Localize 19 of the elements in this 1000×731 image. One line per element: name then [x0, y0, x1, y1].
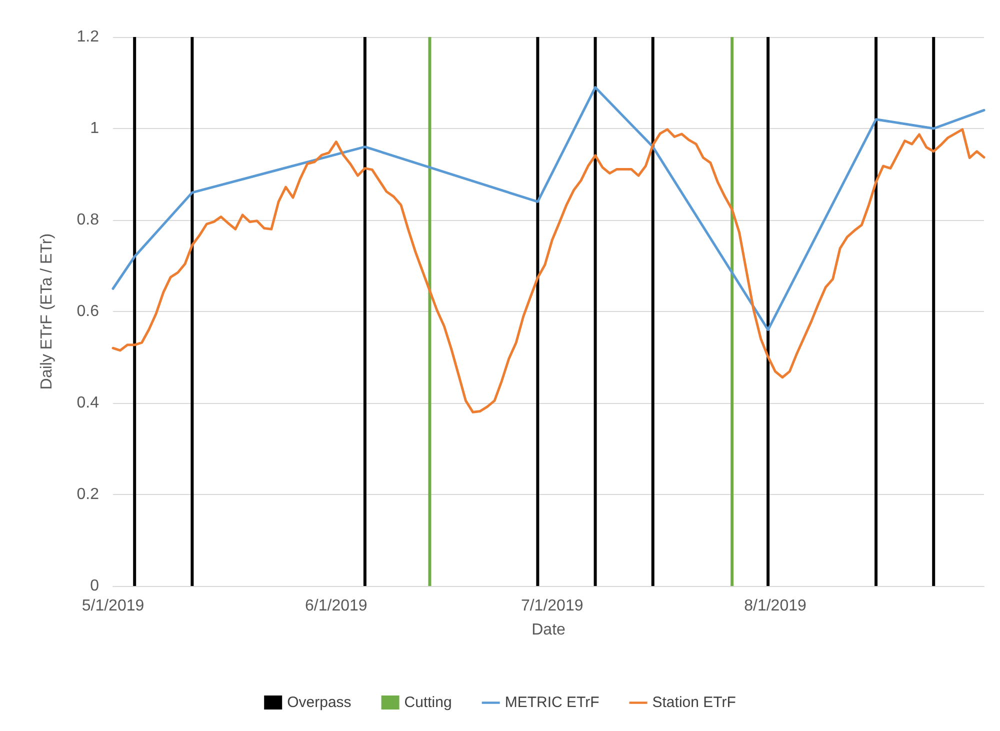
y-tick-label: 0.8 — [76, 212, 100, 228]
y-tick-label: 0.2 — [76, 486, 100, 503]
y-tick-label: 0.4 — [76, 394, 100, 412]
x-tick-label: 8/1/2019 — [744, 598, 806, 614]
x-tick-label: 5/1/2019 — [82, 598, 144, 614]
legend-label: METRIC ETrF — [504, 694, 600, 711]
legend-label: Cutting — [404, 694, 452, 711]
x-tick-label: 6/1/2019 — [305, 598, 368, 614]
legend-label: Overpass — [287, 694, 352, 711]
y-tick-label: 0.6 — [76, 303, 100, 320]
line-series — [112, 128, 986, 414]
line-series — [112, 86, 986, 332]
y-tick-label: 1.2 — [76, 28, 100, 46]
x-tick-label: 7/1/2019 — [520, 598, 584, 614]
y-tick-label: 1 — [90, 120, 100, 137]
x-axis-title: Date — [532, 622, 566, 638]
y-axis-title: Daily ETrF (ETa / ETr) — [38, 233, 56, 390]
y-tick-label: 0 — [90, 578, 100, 594]
legend-label: Station ETrF — [652, 694, 736, 711]
